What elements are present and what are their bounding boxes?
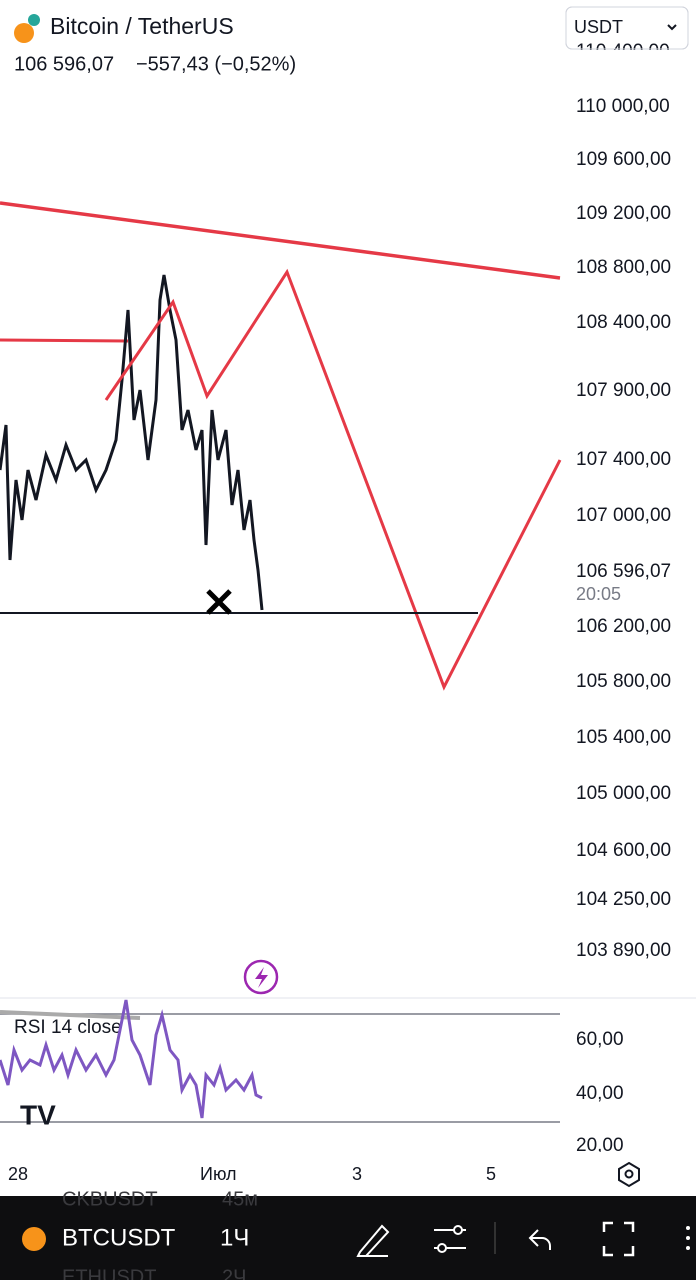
price-label: 108 800,00 (576, 257, 671, 278)
lightning (255, 967, 268, 988)
rsi-overbought (0, 1010, 141, 1020)
time-label: Июл (200, 1164, 237, 1184)
currency[interactable]: USDT (574, 17, 623, 37)
price: 106 596,07 (14, 53, 114, 75)
btc-icon (22, 1227, 46, 1251)
price-label: 109 600,00 (576, 149, 671, 170)
menu-dot[interactable] (686, 1226, 690, 1230)
currency-select[interactable]: USDT (565, 6, 689, 50)
tv-logo: TV (20, 1099, 56, 1130)
menu-dot[interactable] (686, 1246, 690, 1250)
ghost-interval: 2Ч (222, 1266, 246, 1280)
price-label: 103 890,00 (576, 940, 671, 961)
fullscreen-icon[interactable] (602, 1221, 635, 1257)
chevron (667, 24, 677, 31)
tether-icon (28, 14, 40, 26)
settings-dot (624, 1169, 634, 1179)
price-label: 105 800,00 (576, 671, 671, 692)
price-label: 109 200,00 (576, 203, 671, 224)
rsi-axis-label: 20,00 (576, 1135, 624, 1156)
toolbar-symbol[interactable]: BTCUSDT (62, 1224, 176, 1251)
time-label: 5 (486, 1164, 496, 1184)
trend-line (0, 201, 561, 280)
price-label: 105 000,00 (576, 783, 671, 804)
x-mark (206, 589, 232, 615)
candles (0, 274, 264, 611)
last-time: 20:05 (576, 584, 621, 604)
time-label: 28 (8, 1164, 28, 1184)
time-label: 3 (352, 1164, 362, 1184)
knob (437, 1243, 447, 1253)
price-label: 110 000,00 (576, 96, 670, 117)
ghost-symbol: ETHUSDT (62, 1266, 156, 1280)
btc-icon (14, 23, 34, 43)
price-label: 106 200,00 (576, 616, 671, 637)
draw-icon[interactable] (356, 1224, 390, 1257)
toolbar-interval[interactable]: 1Ч (220, 1224, 249, 1251)
level-line (0, 338, 129, 343)
toolbar (0, 1196, 696, 1280)
price-label: 107 000,00 (576, 505, 671, 526)
rsi-label: RSI 14 close (14, 1017, 122, 1038)
price-label: 105 400,00 (576, 727, 671, 748)
price-label: 107 400,00 (576, 449, 671, 470)
knob (453, 1225, 463, 1235)
rsi-line (0, 999, 263, 1119)
symbol-title: Bitcoin / TetherUS (50, 13, 234, 39)
menu-dot[interactable] (686, 1236, 690, 1240)
projection (104, 268, 562, 691)
price-label: 104 250,00 (576, 889, 671, 910)
rsi-axis-label: 60,00 (576, 1029, 624, 1050)
axis-mask (560, 1152, 696, 1164)
price-label: 107 900,00 (576, 380, 671, 401)
axis-mask (566, 50, 696, 64)
change: −557,43 (−0,52%) (136, 53, 296, 75)
lightning-button[interactable] (243, 959, 279, 995)
undo-icon[interactable] (528, 1229, 551, 1250)
price-label: 108 400,00 (576, 312, 671, 333)
settings-icon[interactable] (618, 1161, 640, 1188)
rsi-axis-label: 40,00 (576, 1083, 624, 1104)
price-axis: 110 400,00 110 000,00 109 600,00 109 200… (565, 6, 696, 961)
last-price: 106 596,07 (576, 561, 671, 582)
currency-box-outline (565, 6, 689, 50)
ghost-interval: 45м (222, 1188, 258, 1210)
price-label: 104 600,00 (576, 840, 671, 861)
ghost-symbol: CKBUSDT (62, 1188, 158, 1210)
